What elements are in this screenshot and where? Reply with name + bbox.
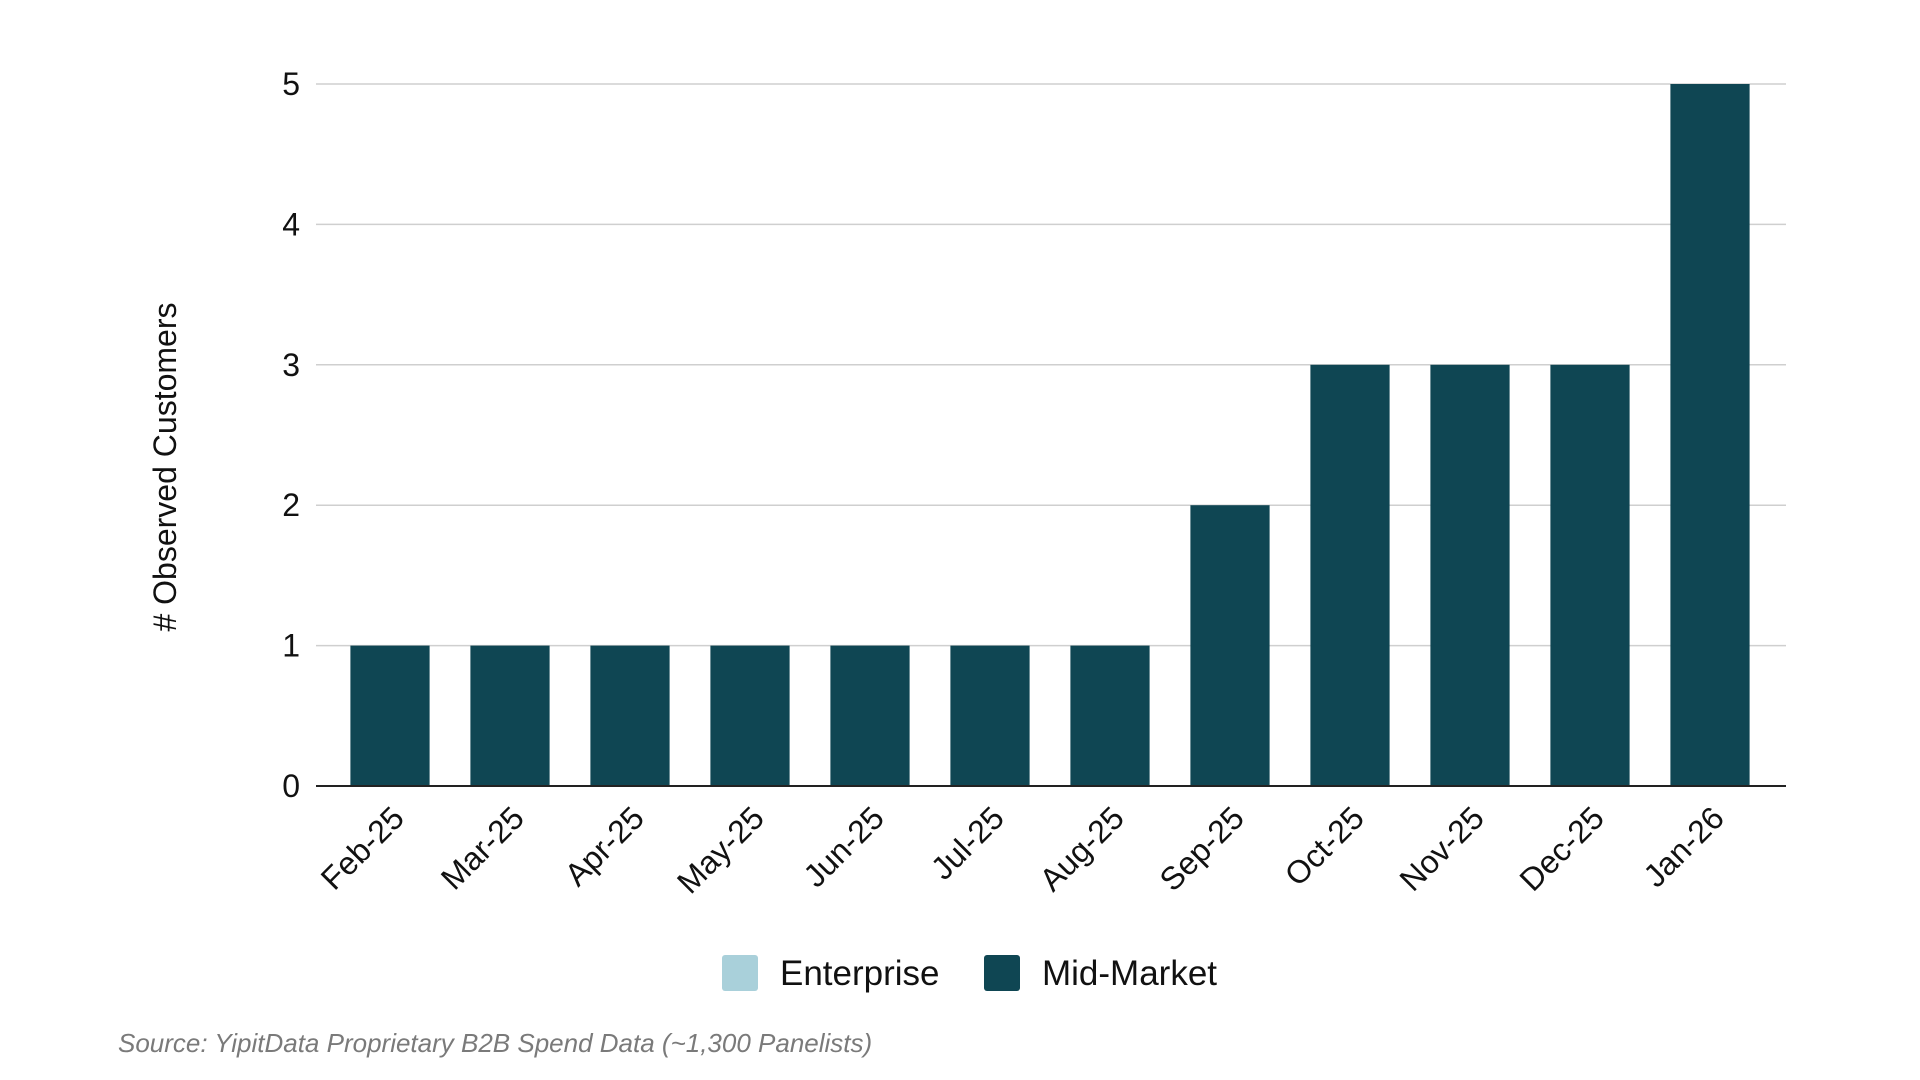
bar-mid-market — [1670, 84, 1750, 786]
x-tick-label: Dec-25 — [1513, 799, 1611, 897]
x-tick-label: Sep-25 — [1153, 799, 1251, 897]
x-tick-label: Feb-25 — [314, 799, 411, 896]
bar-mid-market — [1190, 505, 1270, 786]
bar-mid-market — [830, 645, 910, 786]
y-tick-label: 4 — [282, 206, 300, 242]
x-axis-ticks: Feb-25 Mar-25 Apr-25 May-25 Jun-25 Jul-25 Aug-… — [314, 799, 1731, 900]
bar-mid-market — [950, 645, 1030, 786]
x-tick-label: Jan-26 — [1636, 799, 1731, 894]
x-tick-label: Nov-25 — [1393, 799, 1491, 897]
bar-mid-market — [710, 645, 790, 786]
legend-label-mid-market: Mid-Market — [1042, 954, 1217, 993]
source-note: Source: YipitData Proprietary B2B Spend … — [118, 1028, 873, 1058]
x-tick-label: Mar-25 — [434, 799, 531, 896]
gridlines — [316, 83, 1786, 647]
bar-mid-market — [1070, 645, 1150, 786]
legend-label-enterprise: Enterprise — [780, 954, 940, 993]
legend: Enterprise Mid-Market — [722, 954, 1217, 993]
bar-mid-market — [1310, 364, 1390, 786]
bar-mid-market — [590, 645, 670, 786]
y-tick-label: 3 — [282, 347, 300, 383]
y-tick-label: 0 — [282, 768, 300, 804]
x-tick-label: Aug-25 — [1033, 799, 1131, 897]
y-tick-label: 2 — [282, 487, 300, 523]
bar-mid-market — [1430, 364, 1510, 786]
x-tick-label: Jun-25 — [796, 799, 891, 894]
bars — [350, 84, 1750, 786]
y-axis-ticks: 0 1 2 3 4 5 — [282, 66, 300, 804]
legend-swatch-enterprise — [722, 955, 758, 991]
y-axis-title: # Observed Customers — [147, 302, 183, 631]
y-tick-label: 5 — [282, 66, 300, 102]
bar-mid-market — [1550, 364, 1630, 786]
bar-mid-market — [350, 645, 430, 786]
y-tick-label: 1 — [282, 628, 300, 664]
bar-mid-market — [470, 645, 550, 786]
x-tick-label: Apr-25 — [558, 799, 651, 892]
legend-swatch-mid-market — [984, 955, 1020, 991]
x-tick-label: Jul-25 — [924, 799, 1011, 886]
x-tick-label: May-25 — [670, 799, 771, 900]
x-tick-label: Oct-25 — [1278, 799, 1371, 892]
